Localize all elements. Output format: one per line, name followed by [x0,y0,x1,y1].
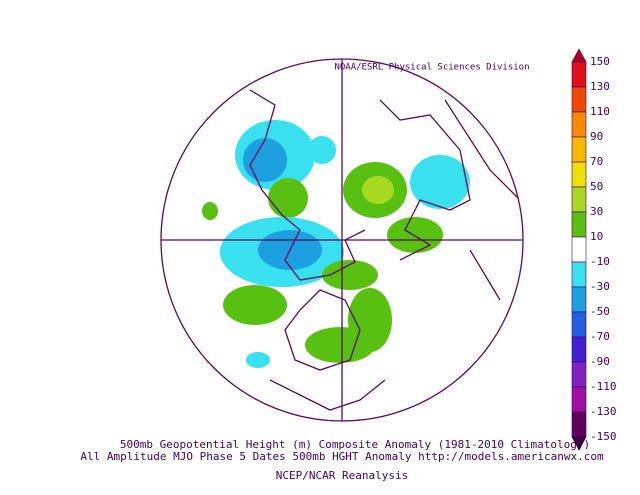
colorbar-label: -10 [590,255,610,268]
anomaly-blob [202,202,218,220]
footer-source: NCEP/NCAR Reanalysis [276,469,408,482]
colorbar-label: -130 [590,405,617,418]
colorbar-label: 50 [590,180,603,193]
colorbar-band [571,161,587,188]
map-border [160,58,524,422]
colorbar-band [571,261,587,288]
colorbar-band [571,136,587,163]
anomaly-blob [223,285,287,325]
colorbar-label: -30 [590,280,610,293]
footer-subtitle: All Amplitude MJO Phase 5 Dates 500mb HG… [80,450,604,463]
colorbar-under [571,436,587,451]
colorbar-label: 70 [590,155,603,168]
anomaly-blob [308,136,336,164]
colorbar-band [571,111,587,138]
colorbar: 150 130 110 90 70 50 30 10 -10 -30 -50 -70 -90 -110 -1… [571,48,617,451]
colorbar-label: 10 [590,230,603,243]
colorbar-label: 150 [590,55,610,68]
colorbar-band [571,361,587,388]
colorbar-label: -90 [590,355,610,368]
anomaly-blob [243,138,287,182]
colorbar-label: 130 [590,80,610,93]
colorbar-band [571,61,587,88]
colorbar-band [571,186,587,213]
colorbar-band [571,411,587,438]
footer-title: 500mb Geopotential Height (m) Composite … [120,438,590,451]
colorbar-band [571,86,587,113]
colorbar-over [571,48,587,63]
colorbar-band [571,211,587,238]
colorbar-label: -150 [590,430,617,443]
coastline [444,99,521,301]
map [202,89,521,411]
colorbar-label: -70 [590,330,610,343]
anomaly-blob [387,217,443,253]
anomaly-blob [305,327,375,363]
colorbar-band [571,336,587,363]
colorbar-label: 30 [590,205,603,218]
anomaly-blob [410,155,470,209]
colorbar-band [571,386,587,413]
coastline [284,289,361,371]
colorbar-band [571,236,587,263]
coastline [269,379,386,411]
coastline [249,89,366,281]
anomaly-blob [268,178,308,218]
colorbar-band [571,286,587,313]
colorbar-label: 90 [590,130,603,143]
anomaly-blob [246,352,270,368]
colorbar-label: -110 [590,380,617,393]
colorbar-label: 110 [590,105,610,118]
credit: NOAA/ESRL Physical Sciences Division [334,63,529,73]
anomaly-blob [362,176,394,204]
anomaly-blob [322,260,378,290]
coastline [379,99,471,261]
colorbar-label: -50 [590,305,610,318]
colorbar-band [571,311,587,338]
